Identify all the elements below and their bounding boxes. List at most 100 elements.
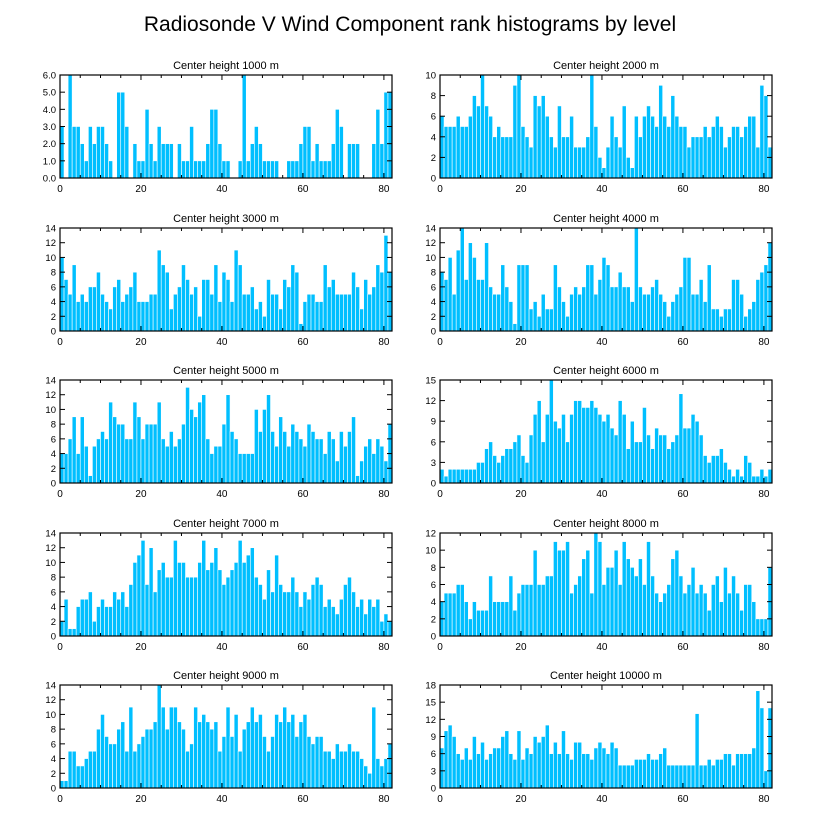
histogram-bar bbox=[504, 601, 510, 637]
histogram-bar bbox=[682, 257, 688, 332]
histogram-bar bbox=[156, 401, 162, 484]
histogram-bar bbox=[601, 167, 607, 179]
y-tick-label: 1.0 bbox=[43, 156, 56, 167]
x-tick-label: 60 bbox=[677, 184, 689, 195]
histogram-bar bbox=[322, 606, 328, 637]
histogram-bar bbox=[536, 400, 542, 484]
histogram-bar bbox=[658, 434, 663, 484]
histogram-bar bbox=[205, 721, 211, 789]
histogram-bar bbox=[128, 584, 134, 637]
histogram-bar bbox=[63, 780, 69, 789]
histogram-bar bbox=[597, 541, 603, 637]
histogram-bar bbox=[439, 115, 445, 179]
histogram-bar bbox=[298, 606, 304, 637]
histogram-bar bbox=[455, 753, 461, 789]
histogram-bar bbox=[723, 146, 728, 179]
histogram-bar bbox=[160, 706, 166, 789]
histogram-bar bbox=[492, 455, 497, 484]
histogram-bar bbox=[528, 146, 534, 179]
histogram-bar bbox=[723, 753, 728, 789]
histogram-bar bbox=[674, 764, 680, 789]
histogram-bar bbox=[670, 558, 676, 637]
histogram-bar bbox=[565, 753, 570, 789]
histogram-panel: Center height 6000 m 0 20 40 60 80 0 3 6 9 12 15 bbox=[425, 365, 773, 500]
histogram-bar bbox=[181, 264, 186, 332]
histogram-bar bbox=[225, 576, 231, 637]
histogram-bar bbox=[375, 598, 381, 637]
histogram-bar bbox=[463, 601, 469, 637]
histogram-bar bbox=[254, 721, 259, 789]
histogram-bar bbox=[512, 609, 518, 637]
histogram-bar bbox=[144, 584, 150, 637]
histogram-bar bbox=[201, 540, 207, 637]
histogram-bar bbox=[164, 143, 170, 179]
histogram-bar bbox=[698, 764, 704, 789]
histogram-bar bbox=[702, 455, 708, 484]
histogram-bar bbox=[694, 713, 700, 789]
histogram-bar bbox=[654, 759, 659, 789]
histogram-bar bbox=[343, 445, 348, 484]
x-tick-label: 0 bbox=[437, 337, 443, 348]
histogram-bar bbox=[480, 609, 485, 637]
histogram-bar bbox=[156, 126, 162, 179]
histogram-bar bbox=[512, 85, 518, 179]
histogram-bar bbox=[286, 591, 292, 637]
histogram-bar bbox=[266, 394, 271, 484]
histogram-bar bbox=[585, 407, 591, 484]
y-tick-label: 14 bbox=[45, 681, 56, 692]
y-tick-label: 0 bbox=[51, 632, 56, 643]
histogram-bar bbox=[197, 721, 203, 789]
histogram-bar bbox=[229, 569, 235, 637]
histogram-bar bbox=[476, 609, 481, 637]
histogram-bar bbox=[169, 308, 174, 332]
histogram-bar bbox=[229, 431, 235, 484]
histogram-bar bbox=[488, 286, 493, 332]
histogram-bar bbox=[755, 690, 761, 789]
histogram-bar bbox=[609, 115, 615, 179]
histogram-bar bbox=[88, 475, 93, 484]
x-tick-label: 40 bbox=[596, 794, 608, 805]
histogram-bar bbox=[67, 74, 73, 179]
histogram-bar bbox=[71, 750, 77, 789]
histogram-bar bbox=[544, 115, 550, 179]
panel-frame bbox=[439, 227, 773, 332]
histogram-bar bbox=[326, 431, 332, 484]
histogram-bar bbox=[605, 414, 611, 484]
y-tick-label: 0 bbox=[431, 632, 436, 643]
histogram-bar bbox=[638, 558, 643, 637]
histogram-bar bbox=[116, 279, 122, 332]
histogram-bar bbox=[706, 462, 712, 484]
histogram-bar bbox=[597, 741, 603, 789]
y-tick-label: 4 bbox=[51, 754, 56, 765]
histogram-bar bbox=[573, 584, 578, 637]
histogram-bar bbox=[476, 105, 481, 179]
y-tick-label: 6 bbox=[51, 739, 56, 750]
histogram-bar bbox=[152, 293, 158, 332]
histogram-bar bbox=[241, 453, 247, 484]
histogram-bar bbox=[108, 606, 113, 637]
histogram-bar bbox=[577, 741, 583, 789]
histogram-bar bbox=[266, 569, 271, 637]
histogram-bar bbox=[520, 126, 526, 179]
histogram-bar bbox=[549, 575, 554, 637]
histogram-bar bbox=[719, 126, 724, 179]
histogram-bar bbox=[314, 438, 320, 484]
histogram-bar bbox=[625, 286, 631, 332]
histogram-bar bbox=[763, 770, 769, 789]
histogram-bar bbox=[160, 143, 166, 179]
histogram-bar bbox=[136, 160, 142, 179]
histogram-bar bbox=[193, 160, 198, 179]
histogram-bar bbox=[492, 601, 497, 637]
histogram-bar bbox=[666, 764, 672, 789]
histogram-bar bbox=[678, 286, 684, 332]
histogram-bar bbox=[262, 409, 267, 484]
histogram-bar bbox=[443, 730, 449, 789]
x-tick-label: 20 bbox=[515, 794, 527, 805]
histogram-bar bbox=[549, 136, 554, 179]
y-tick-label: 2 bbox=[51, 312, 56, 323]
histogram-bar bbox=[371, 143, 377, 179]
histogram-bar bbox=[654, 126, 659, 179]
histogram-bar bbox=[569, 759, 574, 789]
histogram-bar bbox=[245, 160, 251, 179]
histogram-bar bbox=[100, 293, 105, 332]
